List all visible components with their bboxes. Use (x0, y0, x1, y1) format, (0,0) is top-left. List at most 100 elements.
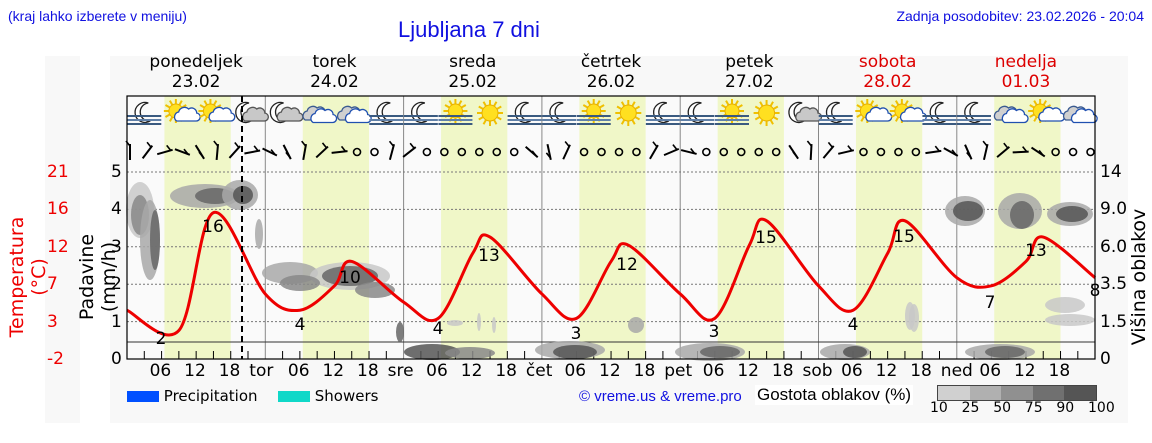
density-step (1064, 386, 1096, 400)
sun-icon (477, 100, 503, 126)
axis-tick: -2 (47, 349, 64, 369)
density-tick: 90 (1056, 400, 1075, 416)
moon-fog-icon (818, 101, 853, 125)
cloud-density-scale (937, 385, 1097, 401)
density-step (1032, 386, 1065, 400)
moon-cloud-icon (269, 101, 304, 124)
axis-tick: 7 (47, 274, 58, 295)
page-title: Ljubljana 7 dni (398, 17, 540, 42)
moon-fog-icon (680, 101, 715, 125)
density-tick: 100 (1088, 400, 1115, 416)
weather-icons-row (127, 99, 1098, 126)
density-tick: 25 (961, 400, 980, 416)
precipitation-label: Precipitation (163, 387, 258, 405)
sun-cloud-icon (198, 99, 236, 123)
axis-tick: 06 (149, 361, 172, 381)
axis-tick: 6.0 (1100, 236, 1128, 257)
day-name: ponedeljek (149, 52, 243, 72)
temp-annotation: 13 (1025, 241, 1047, 261)
axis-tick: 3 (47, 311, 58, 332)
axis-tick: 1 (111, 311, 122, 332)
axis-tick: 18 (495, 361, 517, 381)
temp-annotation: 15 (755, 228, 777, 248)
day-name: četrtek (580, 52, 642, 72)
sun-cloud-icon (855, 99, 893, 123)
temp-annotation: 4 (848, 315, 859, 335)
moon-fog-icon (369, 101, 404, 125)
axis-tick: 06 (426, 361, 448, 381)
axis-tick: 18 (218, 361, 241, 381)
axis-tick: 3.5 (1100, 274, 1128, 295)
moon-fog-icon (507, 101, 542, 125)
sun-icon (753, 100, 780, 126)
temp-annotation: 16 (202, 217, 224, 237)
temp-annotation: 7 (985, 293, 996, 313)
sun-fog-icon (438, 99, 473, 125)
day-header-2: torek 24.02 (264, 52, 404, 92)
axis-tick: 18 (771, 361, 794, 381)
axis-tick: 12 (47, 236, 69, 257)
day-date: 25.02 (448, 72, 498, 92)
cloudy-icon (302, 105, 338, 124)
axis-tick: 9.0 (1100, 199, 1128, 220)
day-header-1: ponedeljek 23.02 (126, 52, 266, 92)
day-name: sreda (449, 52, 497, 72)
density-tick: 10 (930, 400, 948, 416)
axis-tick: 0 (1100, 349, 1111, 369)
sun-cloud-icon (1028, 99, 1066, 123)
axis-tick: 12 (737, 361, 759, 381)
wind-barbs-row (125, 140, 1095, 161)
temp-annotation: 3 (709, 322, 720, 342)
cloud-density-blobs (126, 180, 1095, 361)
temperature-line (126, 211, 1097, 337)
cloudy-icon (993, 105, 1029, 124)
density-step (938, 386, 970, 400)
day-header-4: četrtek 26.02 (541, 52, 681, 92)
day-date: 01.03 (1001, 72, 1051, 92)
cloudy-icon (336, 105, 372, 124)
copyright-link[interactable]: © vreme.us & vreme.pro (579, 388, 742, 405)
day-header-6: sobota 28.02 (818, 52, 958, 92)
temp-annotation: 3 (571, 324, 582, 344)
axis-tick: 12 (599, 361, 621, 381)
last-update: Zadnja posodobitev: 23.02.2026 - 20:04 (896, 8, 1144, 24)
sun-cloud-icon (163, 99, 201, 123)
axis-tick: 16 (47, 199, 69, 220)
daylight-bands (127, 96, 1095, 359)
sun-fog-icon (576, 99, 611, 125)
moon-cloud-icon (788, 101, 823, 124)
axis-tick: 18 (1048, 361, 1071, 381)
moon-fog-icon (403, 101, 438, 125)
axis-tick: 06 (287, 361, 310, 381)
moon-fog-icon (957, 101, 991, 125)
legend-showers: Showers (278, 387, 378, 405)
axis-tick: sob (802, 361, 833, 381)
precipitation-swatch (127, 391, 159, 402)
axis-tick: 12 (1013, 361, 1036, 381)
density-step (1001, 386, 1033, 400)
axis-tick: sre (387, 361, 414, 381)
axis-tick: 12 (875, 361, 898, 381)
axis-tick: 5 (111, 162, 122, 182)
day-header-7: nedelja 01.03 (956, 52, 1096, 92)
day-date: 27.02 (725, 72, 774, 92)
cloudy-icon (1062, 105, 1098, 124)
axis-tick: 14 (1100, 162, 1122, 182)
temp-annotation: 4 (295, 315, 306, 335)
axis-tick: 18 (357, 361, 379, 381)
temp-annotation: 4 (433, 319, 444, 339)
density-tick: 50 (993, 400, 1012, 416)
sun-fog-icon (715, 99, 749, 125)
day-header-5: petek 27.02 (679, 52, 819, 92)
day-date: 26.02 (586, 72, 636, 92)
axis-tick: 18 (910, 361, 932, 381)
density-tick: 75 (1024, 400, 1043, 416)
region-menu-hint[interactable]: (kraj lahko izberete v meniju) (8, 8, 187, 24)
axis-tick: 12 (322, 361, 345, 381)
axis-tick: 06 (702, 361, 725, 381)
axis-tick: čet (525, 361, 553, 381)
moon-fog-icon (645, 101, 680, 125)
showers-swatch (278, 391, 310, 402)
day-name: sobota (858, 52, 917, 72)
